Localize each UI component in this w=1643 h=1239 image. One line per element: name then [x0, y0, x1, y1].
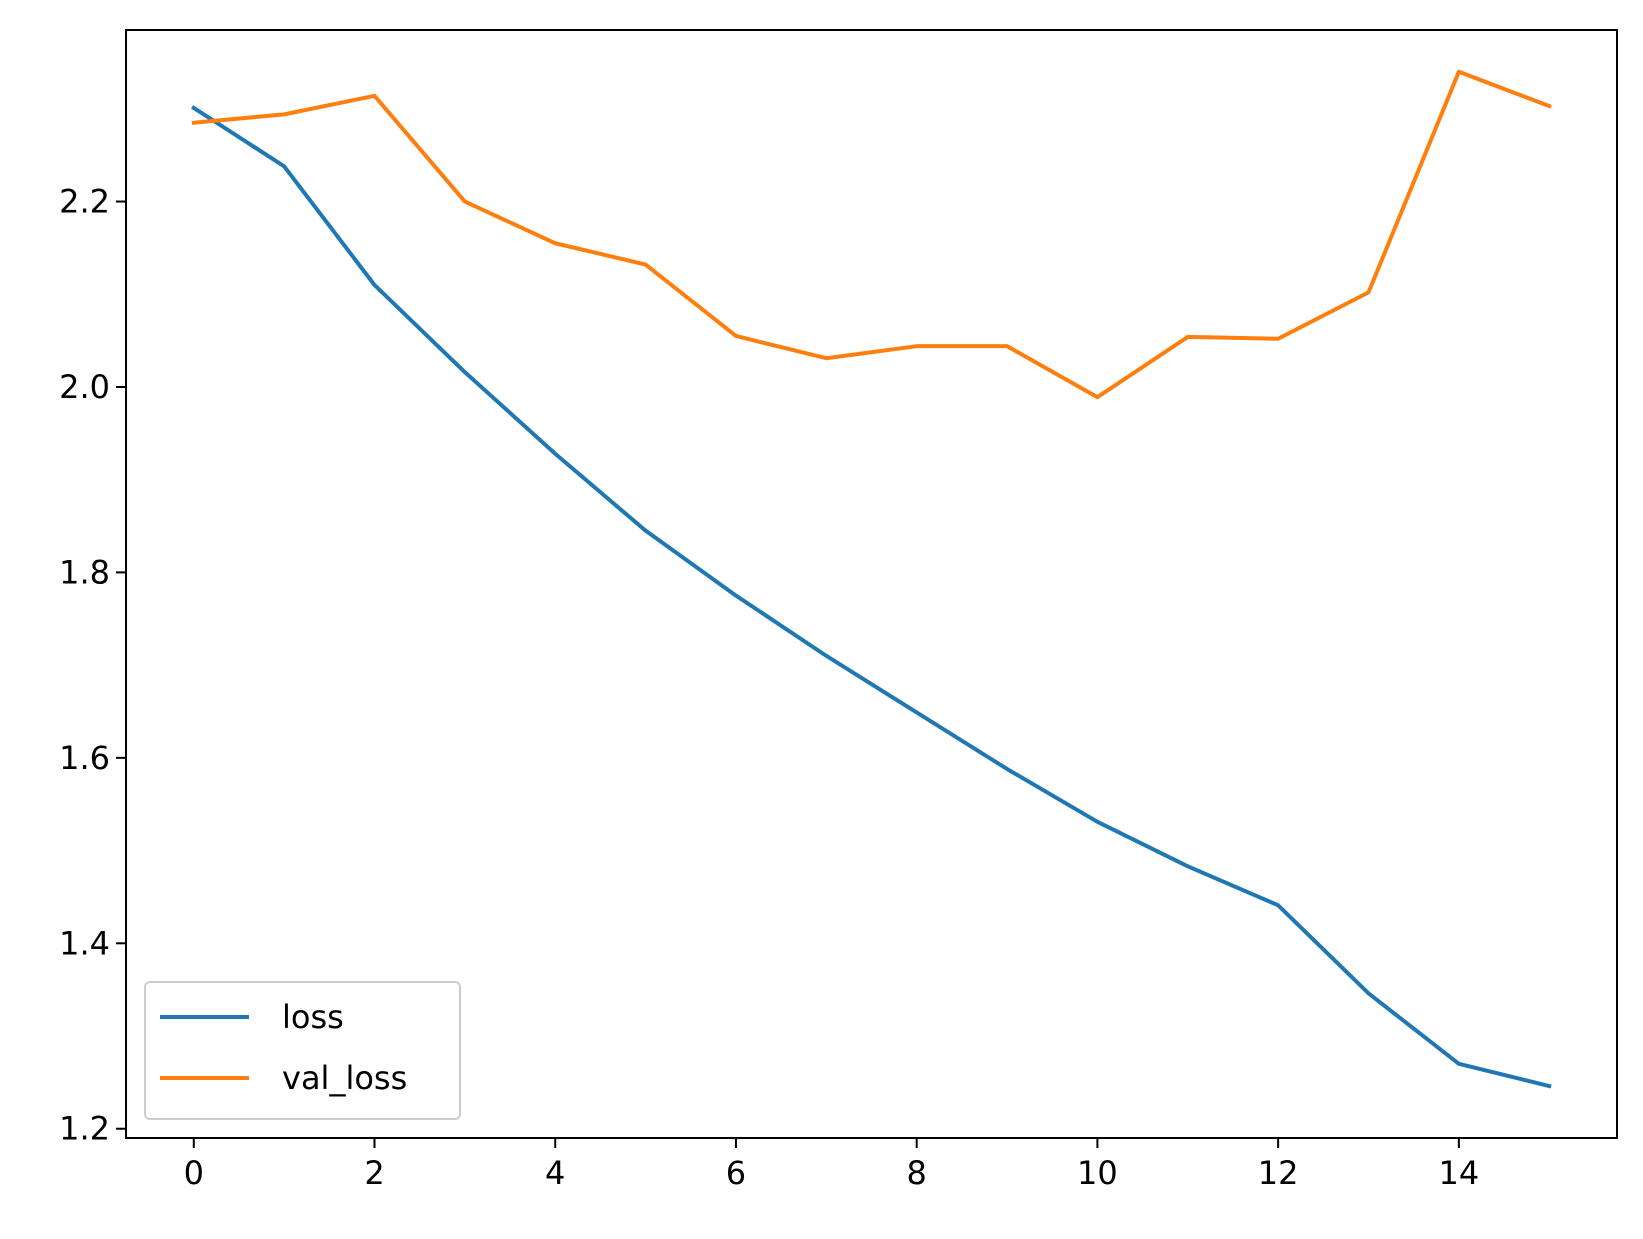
- x-tick-label: 0: [184, 1154, 204, 1192]
- legend-item-val-loss: val_loss: [160, 1059, 407, 1097]
- y-tick-label: 1.8: [59, 553, 110, 591]
- series-line-val-loss: [191, 69, 1552, 400]
- y-tick-label: 2.2: [59, 183, 110, 221]
- legend-item-loss: loss: [160, 998, 344, 1036]
- y-tick-label: 1.4: [59, 924, 110, 962]
- legend-label: loss: [282, 998, 344, 1036]
- y-tick-label: 2.0: [59, 368, 110, 406]
- series-line-loss: [191, 105, 1552, 1089]
- y-tick-label: 1.2: [59, 1110, 110, 1148]
- y-tick-label: 1.6: [59, 739, 110, 777]
- x-tick-label: 8: [907, 1154, 927, 1192]
- x-tick-label: 4: [545, 1154, 565, 1192]
- series-layer: [191, 69, 1552, 1089]
- x-tick-label: 2: [364, 1154, 384, 1192]
- x-tick-label: 12: [1258, 1154, 1299, 1192]
- series-val-loss: [191, 69, 1552, 400]
- x-tick-label: 14: [1439, 1154, 1480, 1192]
- x-axis: 0 2 4 6 8 10 12 14: [184, 1138, 1480, 1192]
- plot-frame: [125, 29, 1618, 1139]
- series-loss: [191, 105, 1552, 1089]
- x-tick-label: 10: [1077, 1154, 1118, 1192]
- legend: loss val_loss: [144, 981, 461, 1120]
- legend-label: val_loss: [282, 1059, 407, 1097]
- y-axis: 1.2 1.4 1.6 1.8 2.0 2.2: [59, 183, 126, 1148]
- x-tick-label: 6: [726, 1154, 746, 1192]
